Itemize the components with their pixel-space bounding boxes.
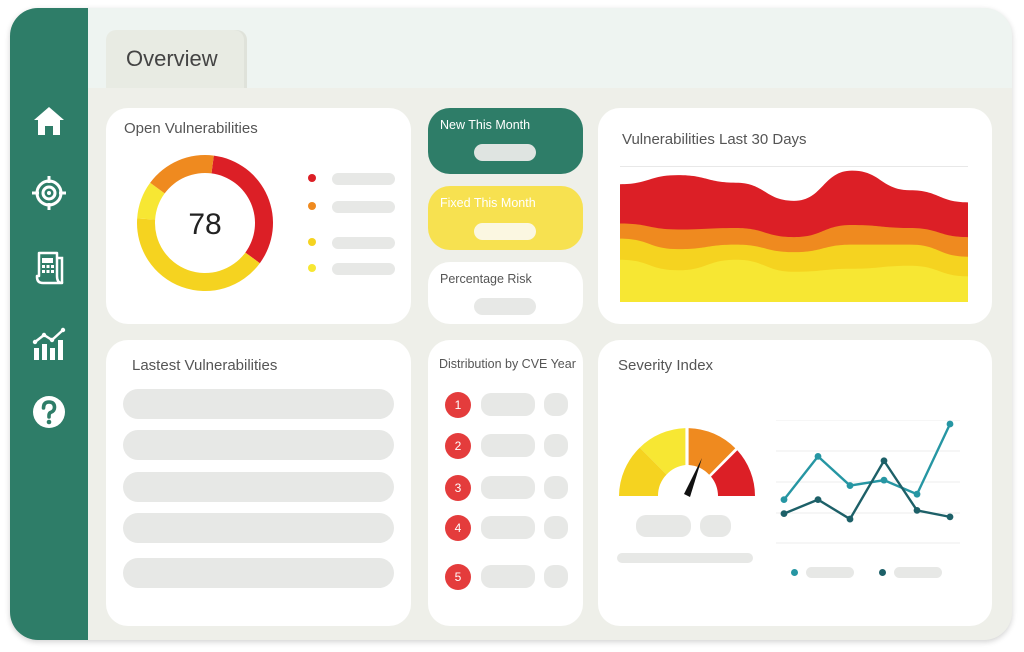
open-vulnerabilities-donut: 78 <box>137 155 273 291</box>
help-icon <box>33 396 65 428</box>
vulnerabilities-30-days-title: Vulnerabilities Last 30 Days <box>622 131 807 148</box>
line-series <box>783 423 952 501</box>
distribution-bar <box>481 565 535 588</box>
line-point <box>913 490 921 498</box>
nav-help[interactable] <box>29 392 69 432</box>
list-item[interactable] <box>123 389 394 419</box>
tab-overview[interactable]: Overview <box>106 30 244 88</box>
vulnerabilities-30-days-card: Vulnerabilities Last 30 Days <box>598 108 992 324</box>
severity-caption-placeholder <box>617 553 753 563</box>
distribution-bar <box>481 393 535 416</box>
severity-value-placeholder <box>700 515 731 537</box>
legend-dot-light-yellow <box>308 264 316 272</box>
line-point <box>913 507 921 514</box>
distribution-value <box>544 393 568 416</box>
line-point <box>946 513 954 521</box>
distribution-value <box>544 516 568 539</box>
legend-dot-teal <box>791 569 798 576</box>
tab-overview-label: Overview <box>126 46 218 71</box>
percentage-risk-value-placeholder <box>474 298 536 315</box>
vulnerabilities-area-chart <box>620 170 968 302</box>
legend-label-placeholder <box>894 567 942 578</box>
line-point <box>780 510 788 518</box>
analytics-icon <box>32 327 66 360</box>
nav-home[interactable] <box>29 101 69 141</box>
legend-dot-orange <box>308 202 316 210</box>
fixed-this-month-card[interactable]: Fixed This Month <box>428 186 583 250</box>
rank-badge: 3 <box>445 475 471 501</box>
latest-vulnerabilities-title: Lastest Vulnerabilities <box>132 357 278 374</box>
severity-line-chart <box>776 420 960 544</box>
fixed-this-month-label: Fixed This Month <box>440 196 536 210</box>
line-point <box>846 515 854 523</box>
severity-index-card: Severity Index <box>598 340 992 626</box>
nav-reports[interactable] <box>29 248 69 288</box>
line-point <box>780 496 788 503</box>
distribution-cve-year-card: Distribution by CVE Year 1 2 3 4 5 <box>428 340 583 626</box>
percentage-risk-label: Percentage Risk <box>440 272 532 286</box>
nav-analytics[interactable] <box>29 324 69 364</box>
report-icon <box>35 251 64 285</box>
line-series <box>783 458 951 521</box>
donut-total: 78 <box>188 208 221 241</box>
list-item[interactable] <box>123 472 394 502</box>
donut-slice <box>137 218 260 291</box>
severity-value-placeholder <box>636 515 691 537</box>
new-this-month-card[interactable]: New This Month <box>428 108 583 174</box>
distribution-value <box>544 565 568 588</box>
legend-dot-red <box>308 174 316 182</box>
line-point <box>814 453 822 460</box>
open-vulnerabilities-title: Open Vulnerabilities <box>124 120 258 137</box>
home-icon <box>34 107 64 135</box>
open-vulnerabilities-card: Open Vulnerabilities 78 <box>106 108 411 324</box>
distribution-value <box>544 434 568 457</box>
rank-badge: 5 <box>445 564 471 590</box>
legend-dot-yellow <box>308 238 316 246</box>
rank-badge: 2 <box>445 433 471 459</box>
nav-target[interactable] <box>29 173 69 213</box>
gauge-segment-medium <box>639 428 686 475</box>
donut-slice <box>211 155 273 264</box>
fixed-this-month-value-placeholder <box>474 223 536 240</box>
target-icon <box>32 176 66 210</box>
legend-dot-dark-teal <box>879 569 886 576</box>
new-this-month-label: New This Month <box>440 118 531 132</box>
line-point <box>880 457 888 465</box>
severity-gauge <box>619 428 755 497</box>
list-item[interactable] <box>123 513 394 543</box>
line-point <box>880 476 888 484</box>
line-point <box>946 420 954 428</box>
gauge-segment-critical <box>711 450 755 496</box>
area-series <box>620 259 968 302</box>
list-item[interactable] <box>123 430 394 460</box>
chart-gridline <box>620 166 968 167</box>
list-item[interactable] <box>123 558 394 588</box>
rank-badge: 1 <box>445 392 471 418</box>
legend-value-placeholder <box>332 237 395 249</box>
gauge-segment-low <box>619 447 667 496</box>
donut-slice <box>137 182 165 220</box>
distribution-bar <box>481 476 535 499</box>
severity-index-title: Severity Index <box>618 357 714 374</box>
legend-label-placeholder <box>806 567 854 578</box>
legend-value-placeholder <box>332 201 395 213</box>
distribution-bar <box>481 434 535 457</box>
line-point <box>846 482 854 489</box>
new-this-month-value-placeholder <box>474 144 536 161</box>
distribution-cve-year-title: Distribution by CVE Year <box>439 357 576 371</box>
legend-value-placeholder <box>332 263 395 275</box>
percentage-risk-card[interactable]: Percentage Risk <box>428 262 583 324</box>
distribution-value <box>544 476 568 499</box>
dashboard-window: Overview Open Vulnerabilities 78 New Thi… <box>10 8 1012 640</box>
distribution-bar <box>481 516 535 539</box>
line-point <box>814 496 822 503</box>
latest-vulnerabilities-card: Lastest Vulnerabilities <box>106 340 411 626</box>
sidebar <box>10 8 88 640</box>
rank-badge: 4 <box>445 515 471 541</box>
donut-slice <box>150 155 214 194</box>
legend-value-placeholder <box>332 173 395 185</box>
gauge-needle <box>684 458 702 497</box>
